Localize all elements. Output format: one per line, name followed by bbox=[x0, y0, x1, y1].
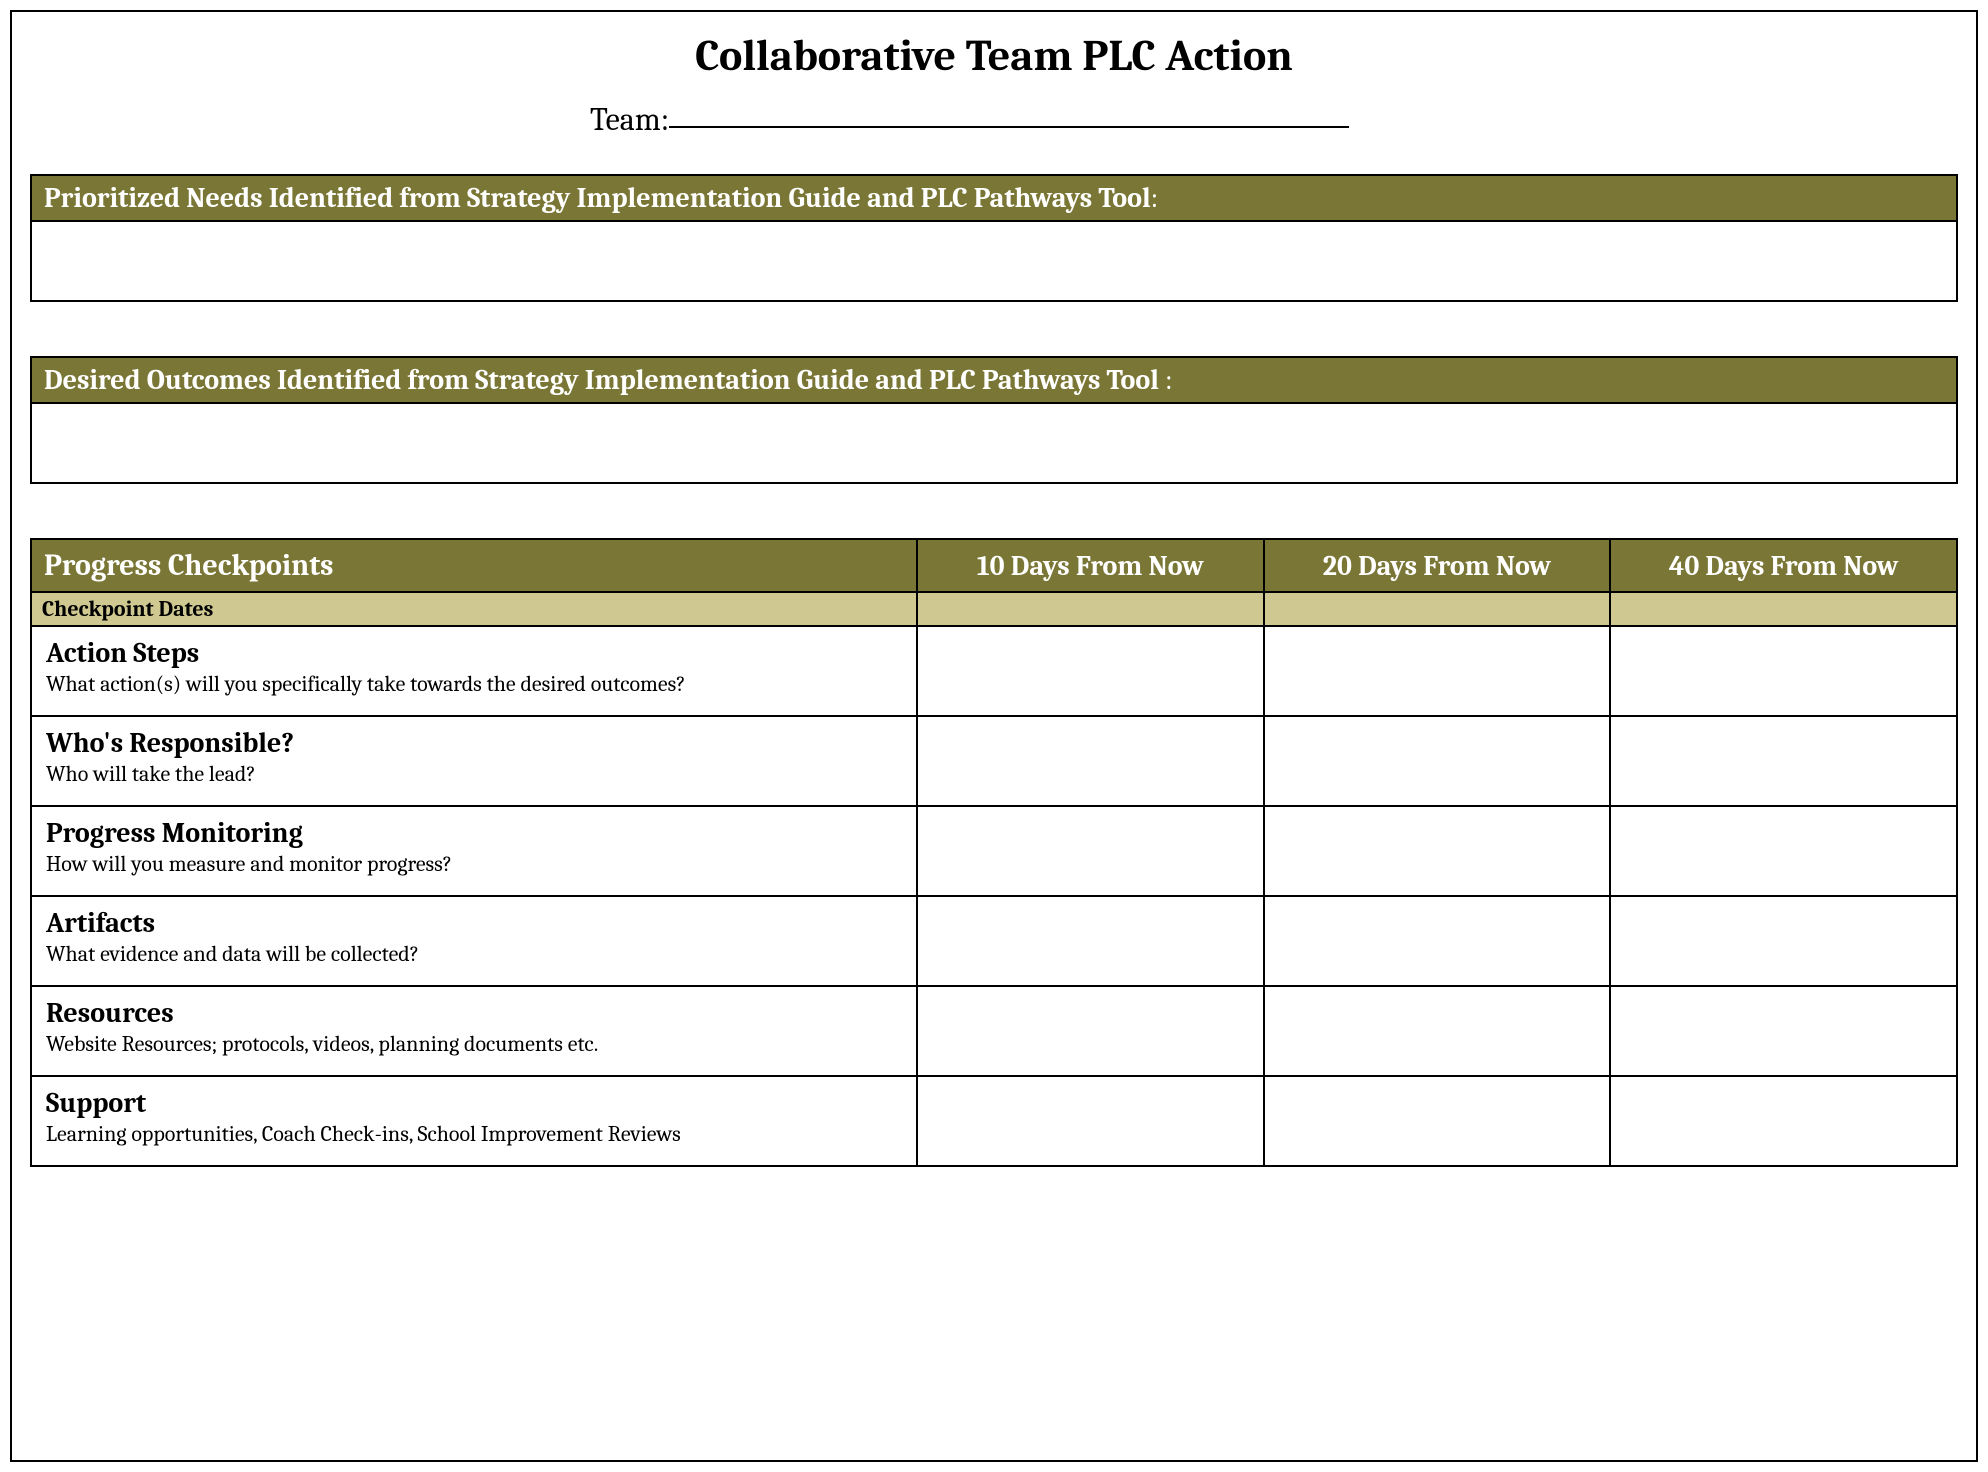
cell-responsible-40[interactable] bbox=[1610, 716, 1957, 806]
row-sub: What action(s) will you specifically tak… bbox=[46, 671, 902, 697]
checkpoint-dates-row: Checkpoint Dates bbox=[31, 592, 1957, 626]
desired-input-area[interactable] bbox=[30, 404, 1958, 484]
table-row-progress-monitoring: Progress Monitoring How will you measure… bbox=[31, 806, 1957, 896]
cell-responsible-10[interactable] bbox=[917, 716, 1264, 806]
row-label-support: Support Learning opportunities, Coach Ch… bbox=[31, 1076, 917, 1166]
page-title: Collaborative Team PLC Action bbox=[30, 30, 1958, 81]
page: Collaborative Team PLC Action Team: Prio… bbox=[0, 0, 1988, 1472]
prioritized-section: Prioritized Needs Identified from Strate… bbox=[30, 174, 1958, 302]
cell-responsible-20[interactable] bbox=[1264, 716, 1611, 806]
cell-monitoring-40[interactable] bbox=[1610, 806, 1957, 896]
row-sub: Who will take the lead? bbox=[46, 761, 902, 787]
row-title: Action Steps bbox=[46, 637, 902, 669]
team-line: Team: bbox=[590, 101, 1958, 138]
cell-artifacts-40[interactable] bbox=[1610, 896, 1957, 986]
progress-header-row: Progress Checkpoints 10 Days From Now 20… bbox=[31, 539, 1957, 592]
cell-action-40[interactable] bbox=[1610, 626, 1957, 716]
cell-monitoring-20[interactable] bbox=[1264, 806, 1611, 896]
cell-artifacts-20[interactable] bbox=[1264, 896, 1611, 986]
table-row-artifacts: Artifacts What evidence and data will be… bbox=[31, 896, 1957, 986]
checkpoint-date-40[interactable] bbox=[1610, 592, 1957, 626]
cell-artifacts-10[interactable] bbox=[917, 896, 1264, 986]
cell-resources-40[interactable] bbox=[1610, 986, 1957, 1076]
checkpoint-dates-label: Checkpoint Dates bbox=[31, 592, 917, 626]
cell-monitoring-10[interactable] bbox=[917, 806, 1264, 896]
col-40-days: 40 Days From Now bbox=[1610, 539, 1957, 592]
team-label: Team: bbox=[590, 101, 669, 138]
desired-label: Desired Outcomes Identified from Strateg… bbox=[44, 364, 1165, 396]
cell-support-20[interactable] bbox=[1264, 1076, 1611, 1166]
col-20-days: 20 Days From Now bbox=[1264, 539, 1611, 592]
row-sub: What evidence and data will be collected… bbox=[46, 941, 902, 967]
row-sub: Website Resources; protocols, videos, pl… bbox=[46, 1031, 902, 1057]
table-row-resources: Resources Website Resources; protocols, … bbox=[31, 986, 1957, 1076]
progress-header-title: Progress Checkpoints bbox=[31, 539, 917, 592]
table-row-support: Support Learning opportunities, Coach Ch… bbox=[31, 1076, 1957, 1166]
progress-table: Progress Checkpoints 10 Days From Now 20… bbox=[30, 538, 1958, 1167]
cell-action-20[interactable] bbox=[1264, 626, 1611, 716]
checkpoint-date-10[interactable] bbox=[917, 592, 1264, 626]
prioritized-label: Prioritized Needs Identified from Strate… bbox=[44, 182, 1151, 214]
prioritized-input-area[interactable] bbox=[30, 222, 1958, 302]
cell-support-10[interactable] bbox=[917, 1076, 1264, 1166]
row-title: Artifacts bbox=[46, 907, 902, 939]
row-label-resources: Resources Website Resources; protocols, … bbox=[31, 986, 917, 1076]
col-10-days: 10 Days From Now bbox=[917, 539, 1264, 592]
row-title: Progress Monitoring bbox=[46, 817, 902, 849]
desired-header: Desired Outcomes Identified from Strateg… bbox=[30, 356, 1958, 404]
row-title: Support bbox=[46, 1087, 902, 1119]
table-row-responsible: Who's Responsible? Who will take the lea… bbox=[31, 716, 1957, 806]
row-label-responsible: Who's Responsible? Who will take the lea… bbox=[31, 716, 917, 806]
cell-resources-10[interactable] bbox=[917, 986, 1264, 1076]
page-border: Collaborative Team PLC Action Team: Prio… bbox=[10, 10, 1978, 1462]
row-title: Who's Responsible? bbox=[46, 727, 902, 759]
desired-section: Desired Outcomes Identified from Strateg… bbox=[30, 356, 1958, 484]
row-label-artifacts: Artifacts What evidence and data will be… bbox=[31, 896, 917, 986]
cell-support-40[interactable] bbox=[1610, 1076, 1957, 1166]
cell-action-10[interactable] bbox=[917, 626, 1264, 716]
row-title: Resources bbox=[46, 997, 902, 1029]
row-label-action-steps: Action Steps What action(s) will you spe… bbox=[31, 626, 917, 716]
prioritized-header: Prioritized Needs Identified from Strate… bbox=[30, 174, 1958, 222]
team-input-line[interactable] bbox=[669, 126, 1349, 128]
row-sub: Learning opportunities, Coach Check-ins,… bbox=[46, 1121, 902, 1147]
row-label-progress-monitoring: Progress Monitoring How will you measure… bbox=[31, 806, 917, 896]
checkpoint-date-20[interactable] bbox=[1264, 592, 1611, 626]
row-sub: How will you measure and monitor progres… bbox=[46, 851, 902, 877]
table-row-action-steps: Action Steps What action(s) will you spe… bbox=[31, 626, 1957, 716]
cell-resources-20[interactable] bbox=[1264, 986, 1611, 1076]
